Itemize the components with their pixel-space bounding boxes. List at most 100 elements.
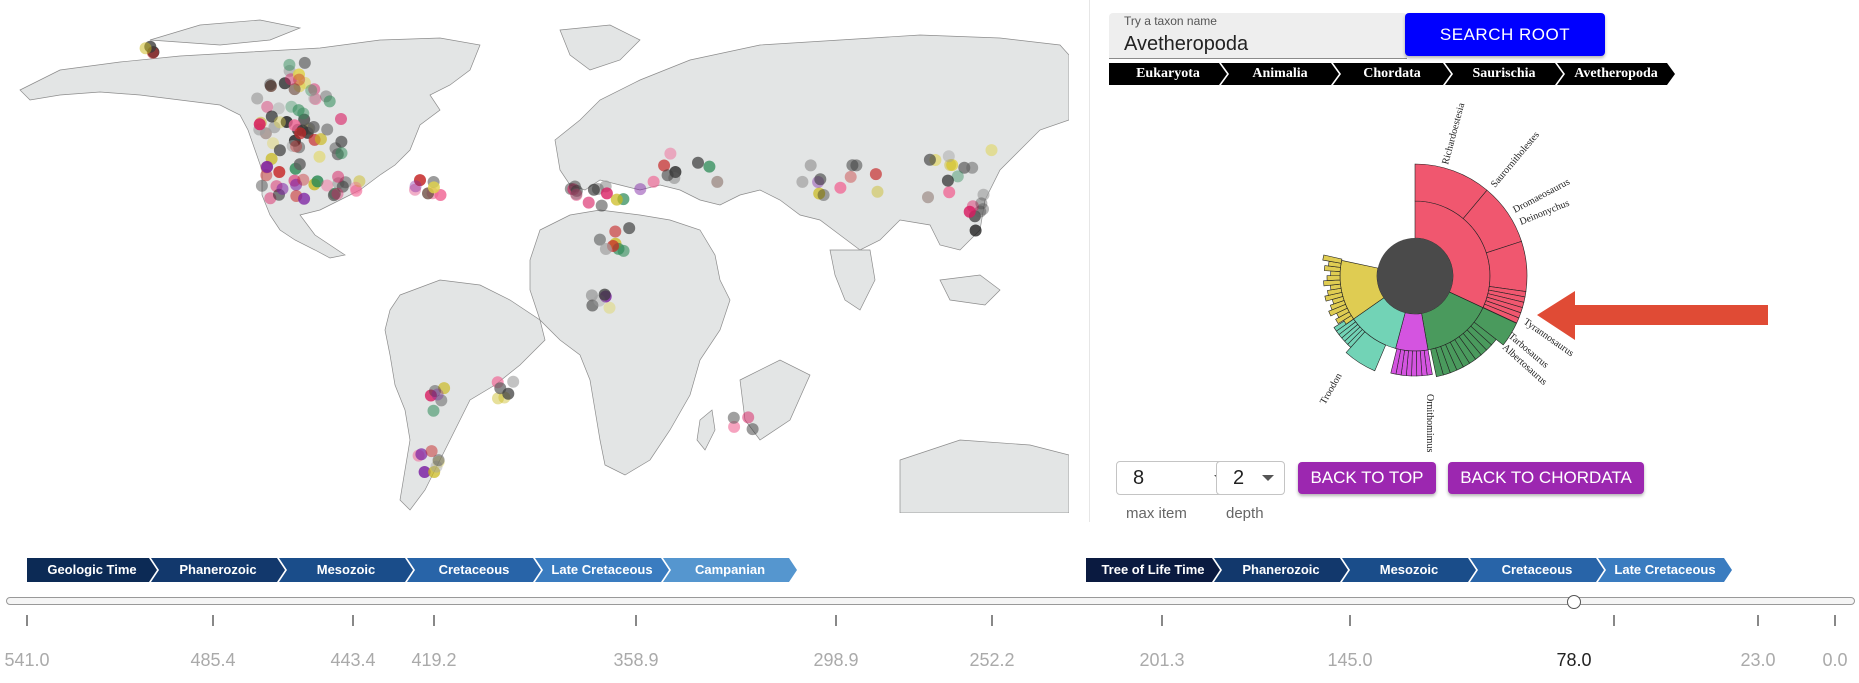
- tol-crumb-phanerozoic[interactable]: Phanerozoic: [1214, 558, 1348, 582]
- taxon-crumb-chordata[interactable]: Chordata: [1333, 63, 1451, 85]
- fossil-dot[interactable]: [507, 375, 520, 388]
- fossil-dot[interactable]: [431, 388, 444, 401]
- fossil-dot[interactable]: [958, 161, 971, 174]
- fossil-dot[interactable]: [941, 174, 954, 187]
- fossil-dot[interactable]: [264, 78, 277, 91]
- fossil-dot[interactable]: [285, 100, 298, 113]
- fossil-dot[interactable]: [332, 170, 345, 183]
- fossil-dot[interactable]: [425, 445, 438, 458]
- fossil-dot[interactable]: [414, 174, 426, 187]
- fossil-dot[interactable]: [255, 179, 268, 192]
- fossil-dot[interactable]: [308, 83, 321, 96]
- fossil-dot[interactable]: [844, 170, 857, 183]
- fossil-dot[interactable]: [418, 466, 431, 478]
- fossil-dot[interactable]: [276, 182, 289, 195]
- fossil-dot[interactable]: [595, 199, 608, 212]
- fossil-dot[interactable]: [288, 83, 301, 96]
- fossil-dot[interactable]: [814, 173, 827, 186]
- fossil-dot[interactable]: [335, 135, 348, 148]
- fossil-dot[interactable]: [942, 150, 955, 163]
- fossil-dot[interactable]: [415, 448, 428, 461]
- fossil-dot[interactable]: [813, 187, 826, 200]
- geo-crumb-cretaceous[interactable]: Cretaceous: [407, 558, 541, 582]
- fossil-dot[interactable]: [587, 183, 600, 196]
- fossil-dot[interactable]: [283, 58, 296, 71]
- fossil-dot[interactable]: [335, 147, 348, 160]
- fossil-dot[interactable]: [974, 205, 987, 218]
- tol-crumb-late-cretaceous[interactable]: Late Cretaceous: [1598, 558, 1732, 582]
- geo-crumb-campanian[interactable]: Campanian: [663, 558, 797, 582]
- fossil-dot[interactable]: [335, 113, 347, 125]
- fossil-dot[interactable]: [327, 189, 340, 202]
- fossil-dot[interactable]: [349, 181, 362, 194]
- fossil-dot[interactable]: [661, 169, 674, 182]
- search-root-button[interactable]: SEARCH ROOT: [1405, 13, 1605, 56]
- world-map[interactable]: [0, 0, 1069, 513]
- fossil-dot[interactable]: [658, 159, 671, 172]
- fossil-dot[interactable]: [623, 222, 636, 235]
- fossil-dot[interactable]: [943, 186, 956, 199]
- geo-crumb-mesozoic[interactable]: Mesozoic: [279, 558, 413, 582]
- fossil-dot[interactable]: [634, 183, 647, 196]
- sunburst-segment-yellow[interactable]: [1322, 254, 1343, 264]
- fossil-dot[interactable]: [307, 121, 320, 133]
- tol-crumb-cretaceous[interactable]: Cretaceous: [1470, 558, 1604, 582]
- fossil-dot[interactable]: [711, 175, 724, 188]
- fossil-dot[interactable]: [429, 385, 441, 397]
- fossil-dot[interactable]: [298, 56, 311, 69]
- sunburst-arcs[interactable]: [1322, 163, 1528, 378]
- fossil-dot[interactable]: [746, 423, 759, 436]
- fossil-dot[interactable]: [297, 107, 310, 120]
- fossil-dot[interactable]: [728, 420, 741, 433]
- depth-select[interactable]: 2: [1216, 461, 1285, 495]
- fossil-dot[interactable]: [817, 189, 830, 201]
- geo-crumb-late-cretaceous[interactable]: Late Cretaceous: [535, 558, 669, 582]
- fossil-dot[interactable]: [593, 233, 606, 246]
- fossil-dot[interactable]: [409, 180, 422, 193]
- sunburst-segment-ornithomimus[interactable]: [1390, 348, 1402, 375]
- fossil-dot[interactable]: [502, 387, 515, 400]
- fossil-dot[interactable]: [297, 173, 310, 186]
- fossil-dot[interactable]: [977, 188, 990, 201]
- geo-crumb-geologic-time[interactable]: Geologic Time: [27, 558, 157, 582]
- fossil-dot[interactable]: [692, 156, 704, 169]
- fossil-dot[interactable]: [350, 184, 363, 197]
- back-to-top-button[interactable]: BACK TO TOP: [1298, 462, 1436, 494]
- fossil-dot[interactable]: [292, 104, 305, 117]
- fossil-dot[interactable]: [492, 392, 504, 405]
- geo-crumb-phanerozoic[interactable]: Phanerozoic: [151, 558, 285, 582]
- fossil-dot[interactable]: [427, 404, 440, 417]
- fossil-dot[interactable]: [264, 80, 277, 92]
- fossil-dot[interactable]: [610, 193, 623, 206]
- fossil-dot[interactable]: [313, 150, 326, 163]
- back-to-chordata-button[interactable]: BACK TO CHORDATA: [1448, 462, 1644, 494]
- fossil-dot[interactable]: [585, 289, 598, 302]
- sunburst-center[interactable]: [1377, 238, 1453, 314]
- fossil-dot[interactable]: [286, 140, 299, 152]
- fossil-dot[interactable]: [435, 394, 448, 407]
- fossil-dot[interactable]: [922, 191, 934, 204]
- fossil-dot[interactable]: [427, 181, 440, 194]
- fossil-dot[interactable]: [323, 95, 336, 108]
- fossil-dot[interactable]: [570, 187, 583, 200]
- fossil-dot[interactable]: [871, 185, 884, 198]
- fossil-dot[interactable]: [298, 192, 311, 205]
- fossil-dot[interactable]: [703, 160, 716, 173]
- taxon-search-field[interactable]: Try a taxon name Avetheropoda: [1109, 13, 1407, 59]
- fossil-dot[interactable]: [309, 93, 322, 105]
- fossil-dot[interactable]: [570, 184, 583, 197]
- fossil-dot[interactable]: [438, 382, 451, 395]
- taxon-crumb-avetheropoda[interactable]: Avetheropoda: [1557, 63, 1675, 85]
- fossil-dot[interactable]: [290, 178, 303, 191]
- fossil-dot[interactable]: [321, 123, 334, 136]
- fossil-dot[interactable]: [294, 127, 307, 140]
- fossil-dot[interactable]: [293, 158, 306, 171]
- fossil-dot[interactable]: [664, 147, 677, 160]
- fossil-dot[interactable]: [985, 144, 998, 157]
- fossil-dot[interactable]: [869, 168, 882, 181]
- time-slider-track[interactable]: [6, 597, 1855, 605]
- fossil-dot[interactable]: [603, 301, 616, 314]
- fossil-dot[interactable]: [336, 180, 349, 193]
- fossil-dot[interactable]: [599, 243, 612, 255]
- fossil-dot[interactable]: [923, 153, 936, 166]
